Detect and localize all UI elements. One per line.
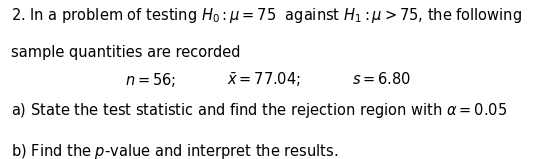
Text: 2. In a problem of testing $H_0 : \mu = 75$  against $H_1 : \mu > 75$, the follo: 2. In a problem of testing $H_0 : \mu = …: [11, 6, 522, 25]
Text: sample quantities are recorded: sample quantities are recorded: [11, 45, 241, 60]
Text: $\bar{x} = 77.04;$: $\bar{x} = 77.04;$: [227, 71, 301, 89]
Text: a) State the test statistic and find the rejection region with $\alpha = 0.05$: a) State the test statistic and find the…: [11, 101, 507, 120]
Text: $n = 56;$: $n = 56;$: [125, 71, 176, 89]
Text: $s = 6.80$: $s = 6.80$: [352, 71, 411, 87]
Text: b) Find the $p$-value and interpret the results.: b) Find the $p$-value and interpret the …: [11, 142, 338, 159]
